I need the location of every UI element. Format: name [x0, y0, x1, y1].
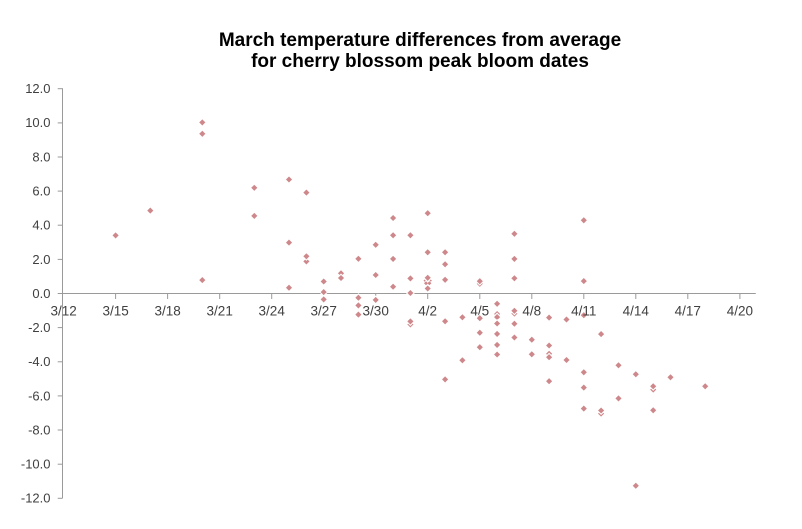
- svg-text:4/2: 4/2: [418, 304, 437, 319]
- svg-text:4.0: 4.0: [32, 218, 50, 233]
- svg-text:-2.0: -2.0: [28, 320, 50, 335]
- svg-text:3/24: 3/24: [259, 304, 286, 319]
- svg-text:3/18: 3/18: [154, 304, 180, 319]
- svg-text:-6.0: -6.0: [28, 388, 50, 403]
- svg-text:8.0: 8.0: [32, 149, 50, 164]
- svg-text:0.0: 0.0: [32, 286, 50, 301]
- svg-text:3/12: 3/12: [50, 304, 76, 319]
- svg-text:4/11: 4/11: [571, 304, 596, 319]
- svg-text:4/8: 4/8: [522, 304, 541, 319]
- svg-text:3/21: 3/21: [207, 304, 233, 319]
- svg-text:10.0: 10.0: [25, 115, 50, 130]
- svg-text:6.0: 6.0: [32, 184, 50, 199]
- svg-text:3/15: 3/15: [102, 304, 128, 319]
- svg-text:March temperature differences: March temperature differences from avera…: [219, 30, 621, 51]
- svg-text:-10.0: -10.0: [21, 457, 51, 472]
- svg-text:-8.0: -8.0: [28, 422, 50, 437]
- svg-text:3/27: 3/27: [311, 304, 337, 319]
- svg-text:for cherry blossom peak bloom: for cherry blossom peak bloom dates: [251, 51, 589, 72]
- svg-text:3/30: 3/30: [363, 304, 389, 319]
- svg-text:4/17: 4/17: [675, 304, 701, 319]
- svg-text:2.0: 2.0: [32, 252, 50, 267]
- svg-text:-4.0: -4.0: [28, 354, 50, 369]
- svg-text:4/20: 4/20: [727, 304, 753, 319]
- svg-text:4/5: 4/5: [470, 304, 489, 319]
- svg-text:12.0: 12.0: [25, 81, 50, 96]
- svg-text:4/14: 4/14: [623, 304, 650, 319]
- svg-text:-12.0: -12.0: [21, 491, 51, 506]
